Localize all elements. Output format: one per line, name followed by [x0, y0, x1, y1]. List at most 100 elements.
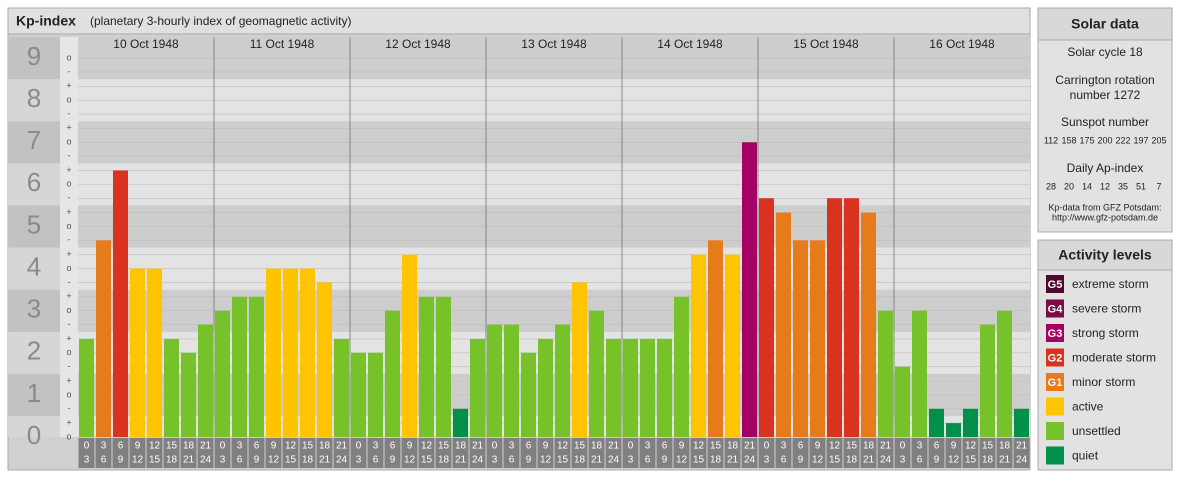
x-tick-label: 15	[421, 455, 433, 466]
band	[8, 247, 60, 290]
band	[8, 331, 60, 374]
x-tick-label: 21	[608, 441, 620, 452]
x-tick-label: 21	[744, 441, 756, 452]
legend-swatch	[1046, 373, 1064, 391]
slot-box	[265, 438, 282, 468]
x-tick-label: 15	[829, 455, 841, 466]
bar	[861, 212, 876, 437]
bar	[351, 352, 366, 437]
x-tick-label: 3	[628, 455, 634, 466]
slot-box	[911, 438, 928, 468]
x-tick-label: 15	[149, 455, 161, 466]
bar	[878, 310, 893, 437]
band	[78, 415, 1030, 437]
source: Kp-data from GFZ Potsdam:	[1048, 202, 1161, 212]
x-tick-label: 9	[254, 455, 260, 466]
slot-box	[248, 438, 265, 468]
y-tick-label: 6	[27, 167, 41, 197]
third-label: o	[66, 347, 71, 357]
legend-header	[1037, 239, 1173, 271]
band	[8, 205, 60, 248]
bar	[929, 408, 944, 437]
third-label: -	[68, 151, 71, 161]
third-label: -	[68, 319, 71, 329]
x-tick-label: 6	[781, 455, 787, 466]
bar	[759, 198, 774, 437]
x-tick-label: 18	[455, 441, 467, 452]
slot-box	[435, 438, 452, 468]
day-label: 12 Oct 1948	[385, 37, 451, 51]
third-label: +	[66, 249, 71, 259]
x-tick-label: 3	[373, 441, 379, 452]
bar	[793, 240, 808, 437]
slot-box	[554, 438, 571, 468]
x-tick-label: 9	[135, 441, 141, 452]
legend-swatch	[1046, 422, 1064, 440]
slot-box	[979, 438, 996, 468]
x-tick-label: 6	[373, 455, 379, 466]
title-bar	[7, 7, 1031, 35]
x-tick-label: 21	[336, 441, 348, 452]
sunspot-value: 222	[1115, 135, 1130, 145]
y-tick-label: 2	[27, 336, 41, 366]
legend-swatch	[1046, 299, 1064, 318]
day-label: 10 Oct 1948	[113, 37, 179, 51]
bar	[589, 310, 604, 437]
bar	[980, 324, 995, 437]
bar	[623, 338, 638, 437]
x-tick-label: 3	[356, 455, 362, 466]
x-tick-label: 18	[727, 441, 739, 452]
bar	[164, 338, 179, 437]
third-label: +	[66, 165, 71, 175]
y-tick-label: 7	[27, 125, 41, 155]
legend-swatch	[1046, 275, 1064, 293]
slot-box	[571, 438, 588, 468]
bar	[725, 254, 740, 437]
x-tick-label: 21	[999, 455, 1011, 466]
y-tick-label: 0	[27, 420, 41, 450]
band	[8, 79, 60, 122]
solar-header	[1037, 7, 1173, 41]
bar	[538, 338, 553, 437]
sunspot-value: 175	[1079, 135, 1094, 145]
bar	[215, 310, 230, 437]
x-tick-label: 3	[900, 455, 906, 466]
slot-box	[503, 438, 520, 468]
bar	[402, 254, 417, 437]
sunspot-value: 205	[1151, 135, 1166, 145]
x-tick-label: 9	[407, 441, 413, 452]
x-tick-label: 15	[965, 455, 977, 466]
slot-box	[707, 438, 724, 468]
x-tick-label: 9	[798, 455, 804, 466]
x-tick-label: 3	[220, 455, 226, 466]
sunspot-title: Sunspot number	[1061, 115, 1149, 129]
ap-value: 28	[1046, 181, 1056, 191]
day-label: 11 Oct 1948	[250, 37, 315, 51]
bar	[453, 408, 468, 437]
slot-box	[894, 438, 911, 468]
x-tick-label: 12	[149, 441, 161, 452]
third-label: +	[66, 207, 71, 217]
bar	[317, 282, 332, 437]
x-tick-label: 15	[166, 441, 178, 452]
x-tick-label: 3	[764, 455, 770, 466]
x-tick-label: 0	[220, 441, 226, 452]
slot-box	[962, 438, 979, 468]
legend-label: severe storm	[1072, 302, 1141, 316]
bar	[300, 268, 315, 437]
x-tick-label: 24	[200, 455, 212, 466]
bar	[776, 212, 791, 437]
x-tick-label: 15	[693, 455, 705, 466]
ap-title: Daily Ap-index	[1067, 161, 1144, 175]
x-tick-label: 18	[166, 455, 178, 466]
legend-label: active	[1072, 400, 1104, 414]
slot-box	[860, 438, 877, 468]
third-column	[60, 37, 78, 437]
x-tick-label: 21	[727, 455, 739, 466]
ap-value: 51	[1136, 181, 1146, 191]
x-tick-label: 21	[863, 455, 875, 466]
slot-box	[520, 438, 537, 468]
x-tick-label: 3	[917, 441, 923, 452]
slot-box	[673, 438, 690, 468]
x-tick-label: 12	[965, 441, 977, 452]
